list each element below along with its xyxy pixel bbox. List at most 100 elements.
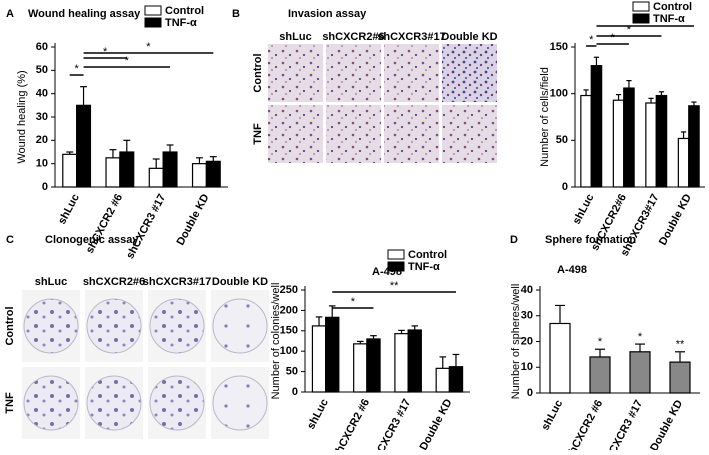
culture-dish (86, 298, 142, 354)
culture-dish (212, 298, 268, 354)
x-tick-label: shLuc (571, 192, 597, 226)
y-axis-label: Number of cells/field (539, 67, 551, 167)
culture-dish (86, 375, 142, 431)
bar (655, 94, 668, 188)
x-tick-label: shLuc (539, 398, 565, 432)
significance-label: * (627, 24, 632, 36)
image-column-label: shLuc (35, 276, 67, 288)
image-row-label: Control (4, 306, 16, 345)
microscopy-image (442, 105, 497, 163)
significance-label: * (74, 63, 79, 75)
bar (148, 167, 164, 188)
legend-label: Control (408, 249, 447, 261)
bar (612, 99, 625, 188)
image-row-label: TNF (252, 123, 264, 145)
bar (205, 160, 221, 188)
x-tick-label: shLuc (56, 192, 82, 226)
significance-label: * (146, 41, 151, 53)
legend-label: TNF-α (653, 13, 685, 25)
y-tick-label: 60 (36, 41, 48, 53)
y-tick-label: 10 (36, 158, 48, 170)
microscopy-image (326, 105, 381, 163)
microscopy-image (268, 44, 323, 102)
bar (645, 102, 657, 188)
image-row-label: Control (252, 53, 264, 92)
bar (623, 87, 635, 188)
image-column-label: Double KD (441, 31, 497, 43)
bar (191, 163, 207, 188)
legend-swatch (387, 261, 405, 272)
chart-title: Clonogenic assay (45, 234, 139, 246)
bar (677, 137, 690, 188)
bar (448, 366, 464, 393)
y-axis-label: Wound healing (%) (16, 70, 28, 163)
culture-dish (212, 375, 268, 431)
chart-title: Invasion assay (288, 8, 367, 20)
significance-label: * (125, 55, 130, 67)
significance-label: * (589, 34, 594, 46)
panel-label: A (6, 8, 14, 20)
x-tick-label: Double KD (657, 192, 694, 247)
y-tick-label: 30 (521, 310, 533, 322)
y-tick-label: 30 (36, 111, 48, 123)
bar (353, 343, 368, 393)
image-column-label: Double KD (212, 276, 268, 288)
significance-marker: ** (676, 339, 685, 351)
legend-label: TNF-α (408, 261, 440, 273)
x-tick-label: shCXCR3 #17 (369, 397, 413, 450)
y-tick-label: 40 (36, 88, 48, 100)
x-tick-label: shCXCR3 #17 (601, 398, 645, 450)
y-tick-label: 0 (562, 181, 568, 193)
significance-label: * (611, 32, 616, 44)
panel-label: B (232, 8, 240, 20)
chart-title: Wound healing assay (28, 8, 141, 20)
microscopy-image (384, 105, 439, 163)
bar (629, 351, 651, 394)
y-tick-label: 0 (527, 387, 533, 399)
y-tick-label: 20 (36, 134, 48, 146)
image-column-label: shCXCR3#17 (377, 31, 445, 43)
y-tick-label: 0 (292, 386, 298, 398)
y-tick-label: 150 (280, 325, 298, 337)
microscopy-image (268, 105, 323, 163)
bar (580, 94, 592, 188)
image-column-label: shLuc (279, 31, 311, 43)
y-tick-label: 40 (521, 284, 533, 296)
culture-dish (23, 298, 79, 354)
image-column-label: shCXCR2#6 (83, 276, 145, 288)
image-column-label: shCXCR2#6 (322, 31, 384, 43)
legend-swatch (632, 13, 650, 24)
y-tick-label: 100 (550, 88, 568, 100)
legend-swatch (144, 17, 162, 28)
y-tick-label: 150 (550, 41, 568, 53)
microscopy-image (384, 44, 439, 102)
bar (435, 367, 450, 393)
legend-swatch (144, 5, 162, 16)
bar (366, 338, 381, 393)
bar (394, 333, 409, 393)
panel-label: C (6, 234, 14, 246)
bar (669, 361, 691, 394)
bar (589, 356, 611, 394)
significance-label: ** (390, 280, 399, 292)
x-tick-label: shCXCR2 #6 (84, 192, 125, 255)
bar (590, 65, 603, 188)
bar (311, 325, 327, 393)
bar (407, 329, 422, 393)
chart-title: Sphere formation (545, 234, 636, 246)
microscopy-image (326, 44, 381, 102)
microscopy-image (442, 44, 497, 102)
chart-subtitle: A-498 (557, 264, 587, 276)
x-tick-label: Double KD (648, 398, 685, 450)
y-tick-label: 50 (556, 134, 568, 146)
legend-label: TNF-α (165, 17, 197, 29)
bar (162, 151, 178, 188)
significance-marker: * (638, 331, 643, 343)
y-tick-label: 50 (286, 366, 298, 378)
y-axis-label: Number of spheres/well (510, 284, 522, 400)
culture-dish (149, 375, 205, 431)
significance-label: * (103, 46, 108, 58)
y-tick-label: 100 (280, 345, 298, 357)
y-tick-label: 50 (36, 64, 48, 76)
bar (119, 151, 135, 188)
